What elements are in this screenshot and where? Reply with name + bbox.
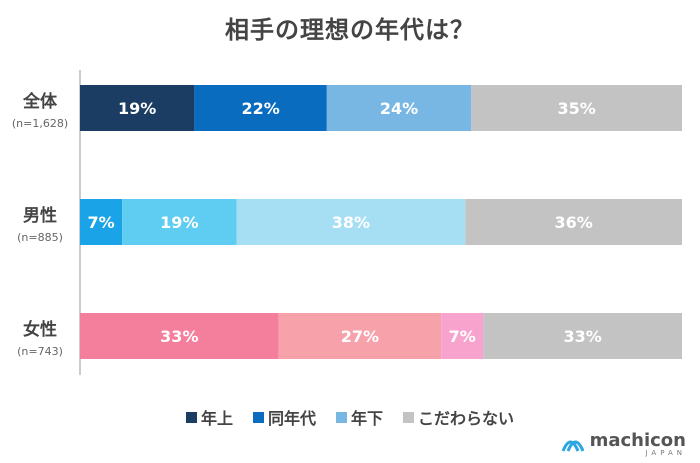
bar-value-label: 7% <box>449 327 476 346</box>
legend-swatch <box>403 411 415 423</box>
bar-segment <box>80 313 279 359</box>
logo-text: machicon <box>589 430 686 451</box>
legend-label: 年下 <box>351 409 384 428</box>
legend-swatch <box>252 411 264 423</box>
bar-segment <box>471 85 682 131</box>
bar-value-label: 33% <box>160 327 198 346</box>
category-n-label: (n=885) <box>17 231 63 244</box>
bar-segment <box>80 199 123 245</box>
legend: 年上 同年代 年下 こだわらない <box>0 405 700 429</box>
category-label: 男性 <box>23 205 57 226</box>
bar-value-label: 35% <box>558 99 596 118</box>
bar-value-label: 27% <box>341 327 379 346</box>
category-n-label: (n=1,628) <box>12 117 68 130</box>
bar-segment <box>80 85 195 131</box>
bar-value-label: 24% <box>380 99 418 118</box>
bar-value-label: 33% <box>564 327 602 346</box>
legend-label: 年上 <box>200 409 233 428</box>
logo-subtext: JAPAN <box>645 449 686 457</box>
legend-label: こだわらない <box>418 409 515 428</box>
bar-segment <box>326 85 472 131</box>
legend-swatch <box>336 411 347 423</box>
chart-title: 相手の理想の年代は？ <box>225 16 475 44</box>
category-label: 女性 <box>23 319 57 340</box>
bar-value-label: 22% <box>241 99 279 118</box>
bar-segment <box>194 85 327 131</box>
bar-value-label: 7% <box>87 213 114 232</box>
bar-segment <box>122 199 237 245</box>
machicon-logo: machicon JAPAN <box>560 432 686 457</box>
bar-value-label: 36% <box>554 213 592 232</box>
bar-segment <box>441 313 484 359</box>
legend-label: 同年代 <box>267 409 316 428</box>
bar-segment <box>236 199 466 245</box>
bar-value-label: 19% <box>118 99 156 118</box>
category-n-label: (n=743) <box>17 345 63 358</box>
bar-value-label: 38% <box>332 213 370 232</box>
legend-item-older: 年上 <box>185 405 233 429</box>
legend-item-younger: 年下 <box>336 405 383 429</box>
bar-value-label: 19% <box>160 213 198 232</box>
logo-icon <box>561 440 584 452</box>
legend-swatch <box>185 411 197 423</box>
legend-item-no-preference: こだわらない <box>403 405 514 429</box>
bar-segment <box>278 313 442 359</box>
category-label: 全体 <box>22 91 58 112</box>
bar-segment <box>483 313 682 359</box>
legend-item-same-age: 同年代 <box>252 405 316 429</box>
bar-segment <box>465 199 682 245</box>
